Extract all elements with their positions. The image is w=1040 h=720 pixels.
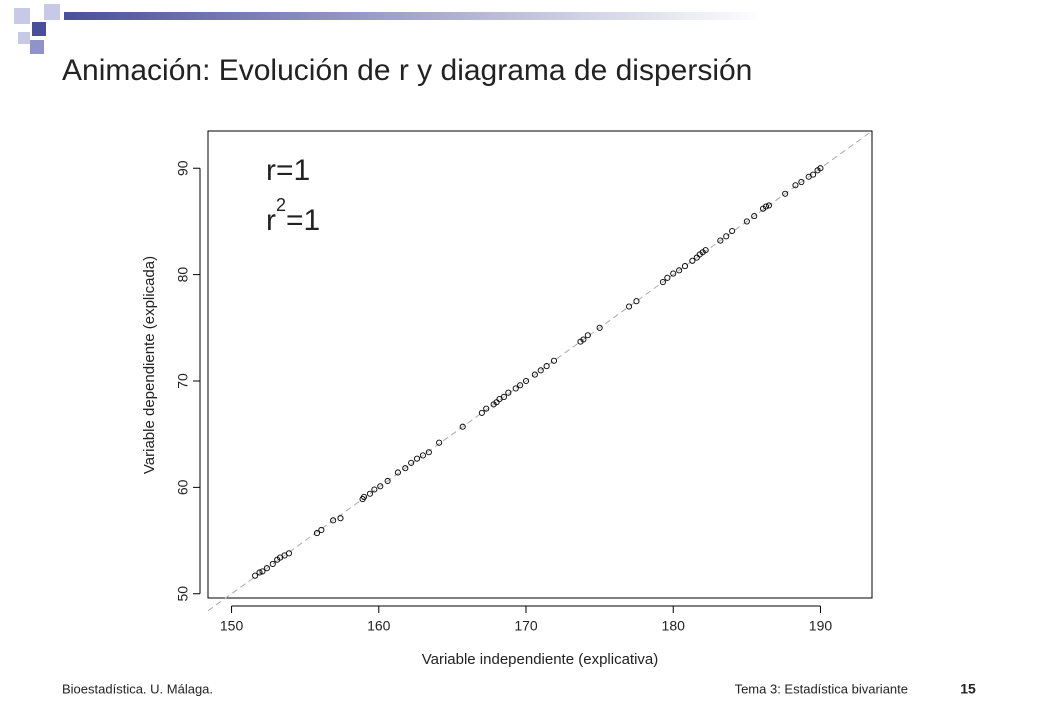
point <box>459 423 466 430</box>
point <box>512 385 519 392</box>
x-axis-title: Variable independiente (explicativa) <box>422 651 659 668</box>
point <box>798 179 805 186</box>
slide-title: Animación: Evolución de r y diagrama de … <box>62 54 752 87</box>
point <box>729 227 736 235</box>
point <box>792 182 799 189</box>
point <box>543 363 550 370</box>
point <box>717 237 724 244</box>
point <box>723 233 730 240</box>
point <box>361 493 368 500</box>
point <box>596 324 603 331</box>
y-tick-label: 90 <box>175 160 191 176</box>
point <box>285 550 293 557</box>
point <box>436 439 443 446</box>
point <box>810 171 817 178</box>
point <box>584 332 591 339</box>
point <box>817 165 824 172</box>
point <box>371 486 378 493</box>
decoration <box>14 4 764 54</box>
point <box>633 298 640 305</box>
point <box>318 526 325 533</box>
point <box>670 270 677 277</box>
point <box>419 452 427 459</box>
point <box>676 267 683 274</box>
plot-frame <box>207 130 873 599</box>
point <box>330 517 337 524</box>
y-tick-label: 50 <box>175 586 191 602</box>
point <box>425 449 432 456</box>
point <box>408 459 415 466</box>
point <box>517 382 524 389</box>
point <box>259 568 266 575</box>
y-tick-label: 70 <box>175 373 191 389</box>
point <box>394 469 401 476</box>
page-number: 15 <box>960 681 976 697</box>
x-tick-label: 170 <box>514 618 538 634</box>
point <box>414 455 421 462</box>
point <box>313 530 320 537</box>
point <box>263 565 270 572</box>
point <box>505 389 512 396</box>
point <box>531 371 538 378</box>
point <box>483 405 490 412</box>
point <box>366 490 374 497</box>
point <box>580 336 587 343</box>
point <box>681 263 689 270</box>
point <box>537 367 544 374</box>
point <box>664 274 671 281</box>
point <box>377 483 384 490</box>
point <box>522 377 530 385</box>
point <box>689 257 696 264</box>
x-tick-label: 190 <box>809 618 833 634</box>
footer-left: Bioestadística. U. Málaga. <box>62 681 213 696</box>
point <box>765 202 772 209</box>
point <box>782 190 789 197</box>
point <box>751 213 758 220</box>
point <box>743 218 750 225</box>
point <box>659 279 666 286</box>
point <box>702 247 709 254</box>
y-tick-label: 80 <box>175 267 191 283</box>
x-tick-label: 160 <box>367 618 391 634</box>
x-tick-label: 180 <box>662 618 686 634</box>
annotation: r=1 <box>266 154 310 187</box>
point <box>337 515 344 522</box>
y-axis-title: Variable dependiente (explicada) <box>141 256 158 474</box>
x-tick-label: 150 <box>220 618 244 634</box>
footer-right: Tema 3: Estadística bivariante <box>735 681 908 696</box>
point <box>762 203 770 210</box>
point <box>500 393 507 400</box>
point <box>256 569 263 576</box>
point <box>478 409 485 416</box>
annotation: r2=1 <box>266 195 320 237</box>
point <box>384 477 391 485</box>
y-tick-label: 60 <box>175 479 191 495</box>
point <box>269 560 276 568</box>
point <box>252 572 259 579</box>
point <box>550 357 558 364</box>
point <box>626 303 633 310</box>
point <box>402 465 409 472</box>
